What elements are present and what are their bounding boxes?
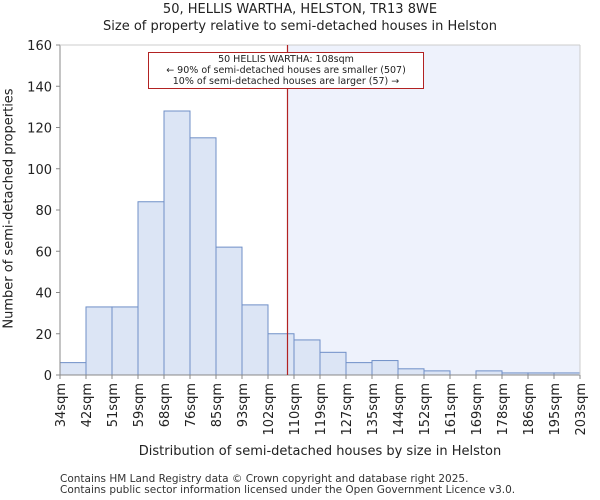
- annotation-line-2: ← 90% of semi-detached houses are smalle…: [166, 65, 406, 76]
- x-tick-label-203sqm: 203sqm: [574, 383, 589, 436]
- bar-119sqm: [319, 351, 347, 376]
- x-tick-label-68sqm: 68sqm: [158, 383, 173, 427]
- y-tick-label-40: 40: [35, 287, 52, 302]
- x-tick-label-152sqm: 152sqm: [418, 383, 433, 436]
- bar-110sqm: [293, 339, 321, 376]
- x-tick-label-161sqm: 161sqm: [444, 383, 459, 436]
- bar-51sqm: [111, 306, 139, 376]
- bar-127sqm: [345, 362, 373, 376]
- marker-annotation-box: 50 HELLIS WARTHA: 108sqm ← 90% of semi-d…: [148, 52, 424, 89]
- bar-152sqm: [423, 370, 451, 376]
- x-tick-label-42sqm: 42sqm: [80, 383, 95, 427]
- bar-102sqm: [267, 333, 295, 376]
- footer-copyright: Contains HM Land Registry data © Crown c…: [60, 473, 469, 485]
- x-axis-label: Distribution of semi-detached houses by …: [138, 444, 502, 459]
- bar-68sqm: [163, 110, 191, 376]
- x-tick-label-34sqm: 34sqm: [54, 383, 69, 427]
- annotation-line-1: 50 HELLIS WARTHA: 108sqm: [218, 54, 354, 65]
- x-tick-label-186sqm: 186sqm: [522, 383, 537, 436]
- footer-licence: Contains public sector information licen…: [60, 484, 516, 496]
- x-tick-label-85sqm: 85sqm: [210, 383, 225, 427]
- chart-title: 50, HELLIS WARTHA, HELSTON, TR13 8WE: [162, 2, 438, 17]
- x-tick-label-76sqm: 76sqm: [184, 383, 199, 427]
- y-tick-label-60: 60: [35, 245, 52, 260]
- annotation-line-3: 10% of semi-detached houses are larger (…: [172, 76, 400, 87]
- x-tick-label-110sqm: 110sqm: [288, 383, 303, 436]
- x-tick-label-144sqm: 144sqm: [392, 383, 407, 436]
- bar-85sqm: [215, 246, 243, 376]
- y-tick-label-100: 100: [27, 163, 52, 178]
- bar-76sqm: [189, 137, 217, 376]
- x-tick-label-102sqm: 102sqm: [262, 383, 277, 436]
- x-tick-label-169sqm: 169sqm: [470, 383, 485, 436]
- x-tick-label-127sqm: 127sqm: [340, 383, 355, 436]
- larger-region-shade: [287, 45, 580, 375]
- bar-42sqm: [85, 306, 113, 376]
- y-tick-label-0: 0: [44, 369, 52, 384]
- bar-169sqm: [475, 370, 503, 376]
- x-tick-label-59sqm: 59sqm: [132, 383, 147, 427]
- y-tick-label-20: 20: [35, 328, 52, 343]
- chart-subtitle: Size of property relative to semi-detach…: [103, 19, 497, 34]
- bar-34sqm: [59, 362, 87, 376]
- bar-93sqm: [241, 304, 269, 376]
- x-tick-label-195sqm: 195sqm: [548, 383, 563, 436]
- y-tick-label-120: 120: [27, 122, 52, 137]
- x-tick-label-51sqm: 51sqm: [106, 383, 121, 427]
- bar-144sqm: [397, 368, 425, 376]
- bar-135sqm: [371, 360, 399, 376]
- bar-59sqm: [137, 201, 165, 376]
- x-tick-label-93sqm: 93sqm: [236, 383, 251, 427]
- x-tick-label-135sqm: 135sqm: [366, 383, 381, 436]
- y-tick-label-160: 160: [27, 39, 52, 54]
- y-tick-label-140: 140: [27, 80, 52, 95]
- y-axis-label: Number of semi-detached properties: [1, 88, 17, 329]
- x-tick-label-119sqm: 119sqm: [314, 383, 329, 436]
- x-tick-label-178sqm: 178sqm: [496, 383, 511, 436]
- y-tick-label-80: 80: [35, 204, 52, 219]
